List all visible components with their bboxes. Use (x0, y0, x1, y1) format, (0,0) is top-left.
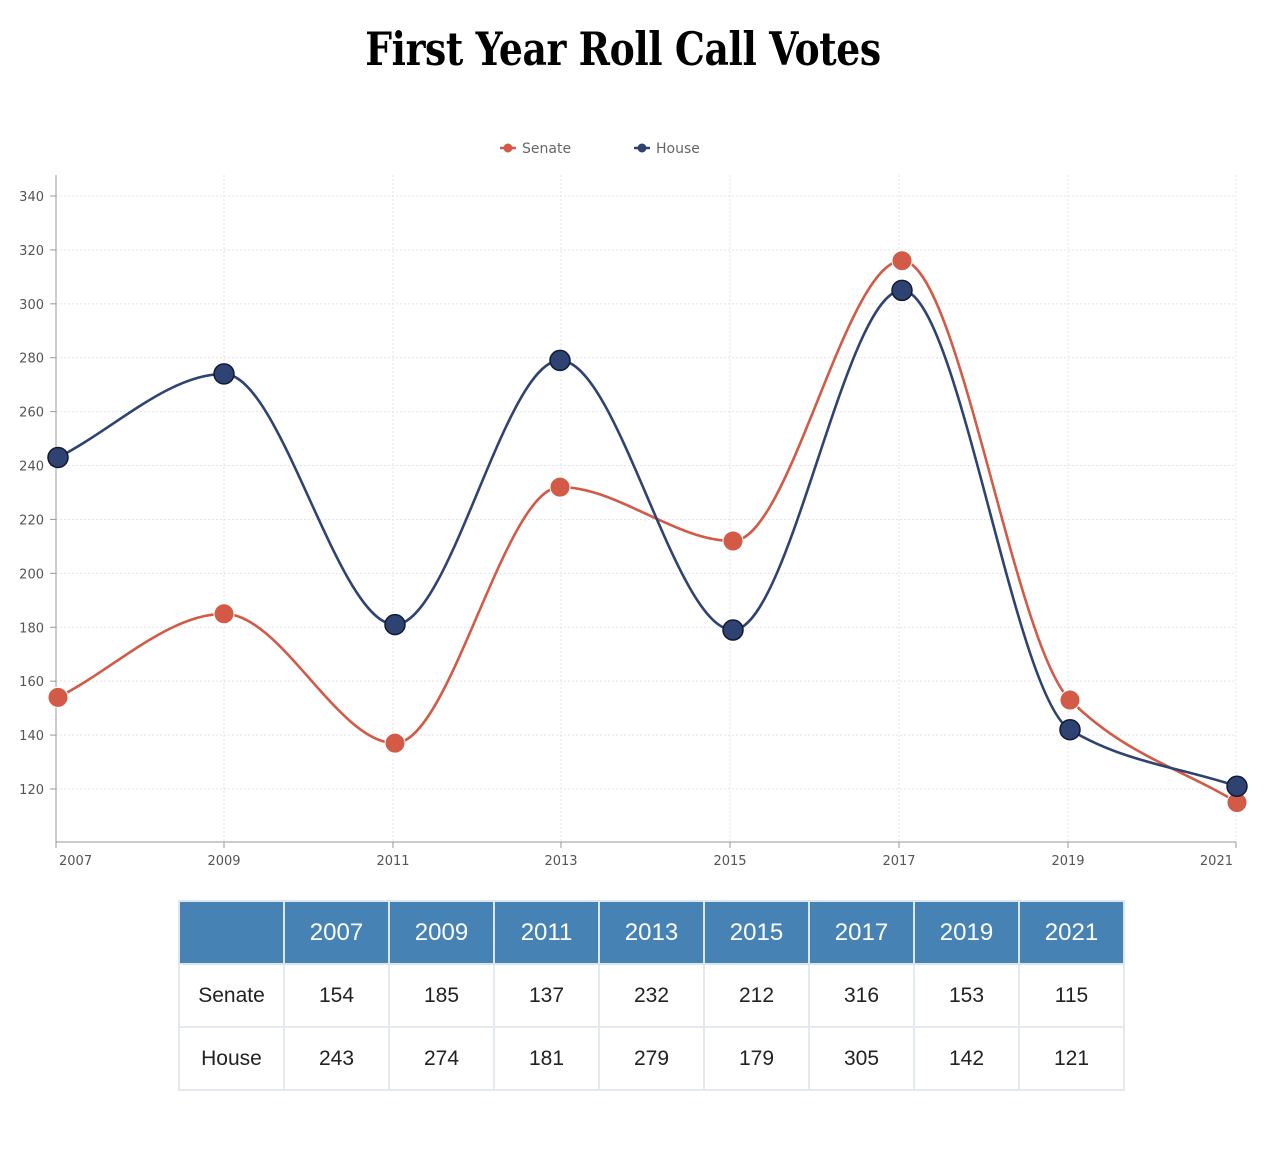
axes: 120 140 160 180 200 220 240 260 280 300 320 340 2007… (19, 175, 1237, 869)
table-corner-cell (178, 900, 285, 965)
x-tick-label: 2009 (207, 854, 240, 869)
y-tick-label: 240 (19, 460, 44, 475)
data-point-senate (549, 476, 571, 498)
series (47, 250, 1248, 813)
x-tick-label: 2013 (544, 854, 577, 869)
table-cell: 142 (913, 1026, 1020, 1091)
series-house (47, 279, 1248, 798)
y-tick-label: 300 (19, 298, 44, 313)
legend-marker-house (637, 143, 647, 153)
legend-item-house[interactable]: House (634, 141, 700, 157)
table-cell: 305 (808, 1026, 915, 1091)
table-cell: 181 (493, 1026, 600, 1091)
grid (55, 175, 1237, 842)
legend-marker-senate (503, 143, 513, 153)
table-header-cell: 2015 (703, 900, 810, 965)
table-header-cell: 2017 (808, 900, 915, 965)
table-cell: 185 (388, 963, 495, 1028)
legend[interactable]: Senate House (500, 141, 700, 157)
table-header-row: 2007 2009 2011 2013 2015 2017 2019 2021 (178, 900, 1125, 965)
legend-label-senate: Senate (522, 141, 571, 157)
table-row-senate: Senate 154 185 137 232 212 316 153 115 (178, 963, 1125, 1028)
data-table: 2007 2009 2011 2013 2015 2017 2019 2021 … (178, 900, 1125, 1091)
x-tick-label: 2017 (882, 854, 915, 869)
table-cell: 316 (808, 963, 915, 1028)
data-point-house (722, 619, 744, 641)
y-tick-label: 160 (19, 675, 44, 690)
data-point-house (384, 613, 406, 636)
x-tick-label: 2015 (713, 854, 746, 869)
x-tick-label: 2021 (1200, 854, 1233, 869)
table-cell: 279 (598, 1026, 705, 1091)
y-tick-label: 200 (19, 567, 44, 582)
data-point-senate (47, 686, 69, 708)
table-cell: 121 (1018, 1026, 1125, 1091)
data-point-senate (722, 530, 744, 552)
legend-label-house: House (656, 141, 700, 157)
data-point-senate (891, 250, 913, 272)
table-cell: 274 (388, 1026, 495, 1091)
data-point-house (549, 349, 571, 372)
table-cell: 243 (283, 1026, 390, 1091)
table-header-cell: 2013 (598, 900, 705, 965)
table-cell: 115 (1018, 963, 1125, 1028)
table-cell: 154 (283, 963, 390, 1028)
y-tick-label: 140 (19, 729, 44, 744)
table-cell: 137 (493, 963, 600, 1028)
table-row-house: House 243 274 181 279 179 305 142 121 (178, 1026, 1125, 1091)
data-point-house (47, 446, 69, 469)
table-header-cell: 2021 (1018, 900, 1125, 965)
y-tick-label: 340 (19, 190, 44, 205)
table-header-cell: 2019 (913, 900, 1020, 965)
y-tick-label: 120 (19, 783, 44, 798)
table-row-label: House (178, 1026, 285, 1091)
table-cell: 179 (703, 1026, 810, 1091)
chart-title: First Year Roll Call Votes (365, 22, 881, 76)
x-tick-label: 2011 (376, 854, 409, 869)
series-line-house (57, 289, 1238, 788)
data-point-senate (1059, 689, 1081, 711)
legend-item-senate[interactable]: Senate (500, 141, 571, 157)
y-tick-label: 180 (19, 621, 44, 636)
data-point-house (213, 363, 235, 385)
y-tick-label: 280 (19, 352, 44, 367)
table-cell: 153 (913, 963, 1020, 1028)
table-cell: 232 (598, 963, 705, 1028)
y-tick-label: 260 (19, 406, 44, 421)
line-chart: 120 140 160 180 200 220 240 260 280 300 320 340 2007… (19, 141, 1248, 869)
x-tick-label: 2019 (1051, 854, 1084, 869)
table-header-cell: 2011 (493, 900, 600, 965)
data-point-house (1226, 775, 1248, 798)
table-row-label: Senate (178, 963, 285, 1028)
x-tick-label: 2007 (59, 854, 92, 869)
data-point-senate (213, 603, 235, 625)
table-header-cell: 2009 (388, 900, 495, 965)
series-line-senate (57, 259, 1238, 804)
y-tick-label: 220 (19, 513, 44, 528)
table-header-cell: 2007 (283, 900, 390, 965)
table-cell: 212 (703, 963, 810, 1028)
data-point-house (1059, 718, 1081, 741)
data-point-house (891, 279, 913, 302)
y-tick-label: 320 (19, 244, 44, 259)
data-point-senate (384, 732, 406, 754)
